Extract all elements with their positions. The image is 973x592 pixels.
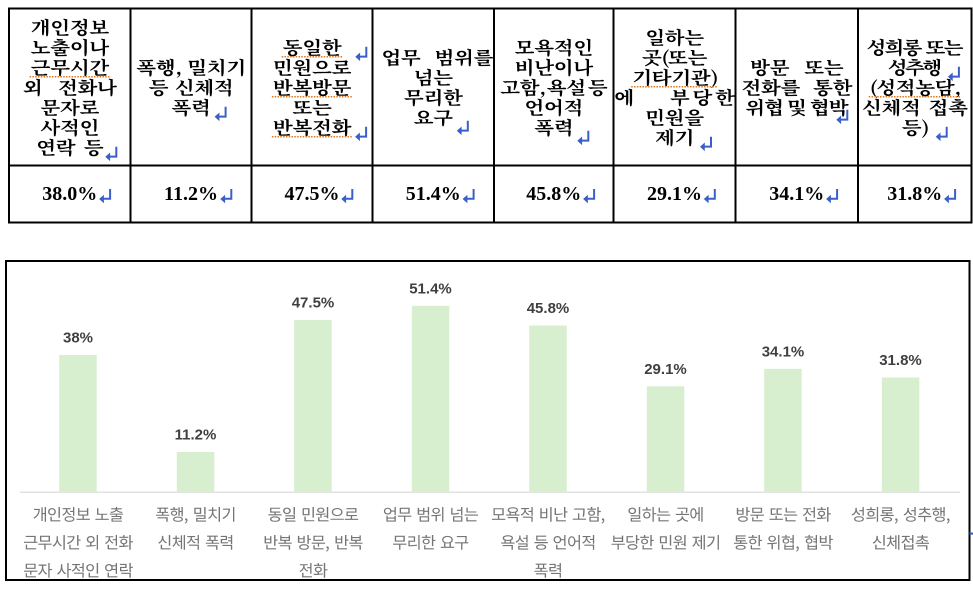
svg-text:34.1%: 34.1% [762, 344, 805, 361]
svg-text:31.8%: 31.8% [879, 352, 922, 369]
svg-text:38.0%: 38.0% [42, 183, 97, 205]
svg-text:11.2%: 11.2% [164, 183, 218, 205]
svg-text:29.1%: 29.1% [644, 361, 687, 378]
svg-text:34.1%: 34.1% [769, 183, 824, 205]
svg-text:31.8%: 31.8% [887, 183, 942, 205]
svg-text:51.4%: 51.4% [406, 183, 461, 205]
svg-text:47.5%: 47.5% [285, 183, 340, 205]
svg-text:51.4%: 51.4% [409, 281, 452, 298]
svg-text:45.8%: 45.8% [527, 300, 570, 317]
svg-text:11.2%: 11.2% [175, 427, 217, 444]
svg-text:29.1%: 29.1% [647, 183, 702, 205]
svg-text:38%: 38% [63, 330, 93, 347]
svg-text:45.8%: 45.8% [526, 183, 581, 205]
svg-text:47.5%: 47.5% [292, 295, 335, 312]
